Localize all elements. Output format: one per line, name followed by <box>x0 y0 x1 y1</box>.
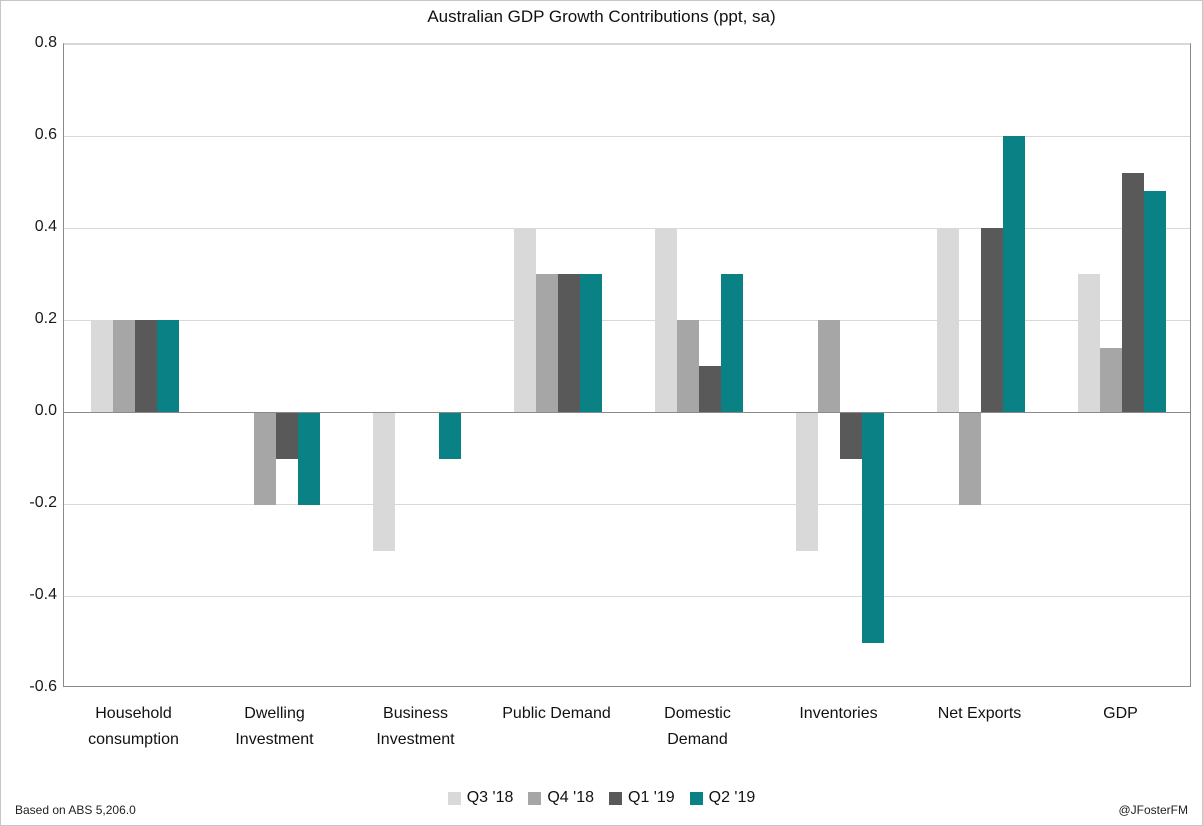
y-tick-label: 0.0 <box>34 402 57 419</box>
bar <box>112 320 135 412</box>
legend-swatch <box>528 791 542 805</box>
legend-label: Q1 '19 <box>628 789 675 806</box>
bar <box>936 228 959 412</box>
bar <box>156 320 179 412</box>
bar <box>513 228 536 412</box>
gridline <box>64 228 1190 229</box>
x-category-label-line: Business <box>383 705 448 722</box>
bar <box>980 228 1003 412</box>
bar <box>134 320 157 412</box>
bar <box>817 320 840 412</box>
x-category-label-line: Dwelling <box>244 705 305 722</box>
bar <box>372 413 395 551</box>
bar <box>795 413 818 551</box>
x-category-label-line: GDP <box>1103 705 1138 722</box>
bar <box>1121 172 1144 412</box>
x-category-label: Net Exports <box>909 701 1050 727</box>
legend-label: Q4 '18 <box>547 789 594 806</box>
bar <box>1143 191 1166 412</box>
source-note: Based on ABS 5,206.0 <box>15 803 136 817</box>
x-category-label-line: Investment <box>235 731 314 748</box>
y-tick-label: -0.2 <box>29 494 57 511</box>
x-category-label: Inventories <box>768 701 909 727</box>
x-category-label-line: Public Demand <box>502 705 611 722</box>
y-tick-label: 0.6 <box>34 126 57 143</box>
bar <box>1099 347 1122 412</box>
chart-title: Australian GDP Growth Contributions (ppt… <box>427 7 776 26</box>
x-category-label-line: Demand <box>667 731 728 748</box>
legend-item: Q4 '18 <box>528 789 594 807</box>
x-category-label: Domestic Demand <box>627 701 768 753</box>
gridline <box>64 320 1190 321</box>
x-category-label: Business Investment <box>345 701 486 753</box>
bar <box>253 413 276 505</box>
bar <box>861 413 884 643</box>
bar <box>654 228 677 412</box>
bar <box>1077 274 1100 412</box>
bar <box>90 320 113 412</box>
x-category-label-line: Domestic <box>664 705 731 722</box>
bar <box>438 413 461 459</box>
bar <box>297 413 320 505</box>
legend-item: Q2 '19 <box>689 789 756 807</box>
legend: Q3 '18 Q4 '18 Q1 '19 Q2 '19 <box>1 789 1202 807</box>
legend-swatch <box>447 791 461 805</box>
y-tick-label: 0.4 <box>34 218 57 235</box>
y-tick-label: 0.2 <box>34 310 57 327</box>
gridline <box>64 504 1190 505</box>
bar <box>1002 136 1025 412</box>
x-category-label-line: Investment <box>376 731 455 748</box>
gridline <box>64 44 1190 45</box>
x-category-label: Dwelling Investment <box>204 701 345 753</box>
bar <box>557 274 580 412</box>
x-category-label-line: Household <box>95 705 172 722</box>
bar <box>275 413 298 459</box>
zero-line <box>64 412 1190 413</box>
x-category-label-line: consumption <box>88 731 179 748</box>
legend-swatch <box>689 791 703 805</box>
legend-item: Q1 '19 <box>609 789 675 807</box>
attribution-handle: @JFosterFM <box>1118 803 1188 817</box>
x-category-label-line: Inventories <box>799 705 878 722</box>
gridline <box>64 136 1190 137</box>
y-tick-label: -0.6 <box>29 678 57 695</box>
bar <box>535 274 558 412</box>
bar <box>579 274 602 412</box>
legend-swatch <box>609 791 622 805</box>
plot-area <box>63 43 1191 687</box>
x-category-label: Household consumption <box>63 701 204 753</box>
y-tick-label: 0.8 <box>34 34 57 51</box>
legend-label: Q2 '19 <box>708 789 756 806</box>
bar <box>958 413 981 505</box>
y-tick-label: -0.4 <box>29 586 57 603</box>
bar <box>676 320 699 412</box>
bar <box>720 274 743 412</box>
gridline <box>64 596 1190 597</box>
bar <box>839 413 862 459</box>
x-category-label-line: Net Exports <box>937 705 1022 722</box>
x-category-label: Public Demand <box>486 701 627 727</box>
x-category-label: GDP <box>1050 701 1191 727</box>
bar <box>698 366 721 412</box>
legend-item: Q3 '18 <box>447 789 514 807</box>
legend-label: Q3 '18 <box>466 789 514 806</box>
